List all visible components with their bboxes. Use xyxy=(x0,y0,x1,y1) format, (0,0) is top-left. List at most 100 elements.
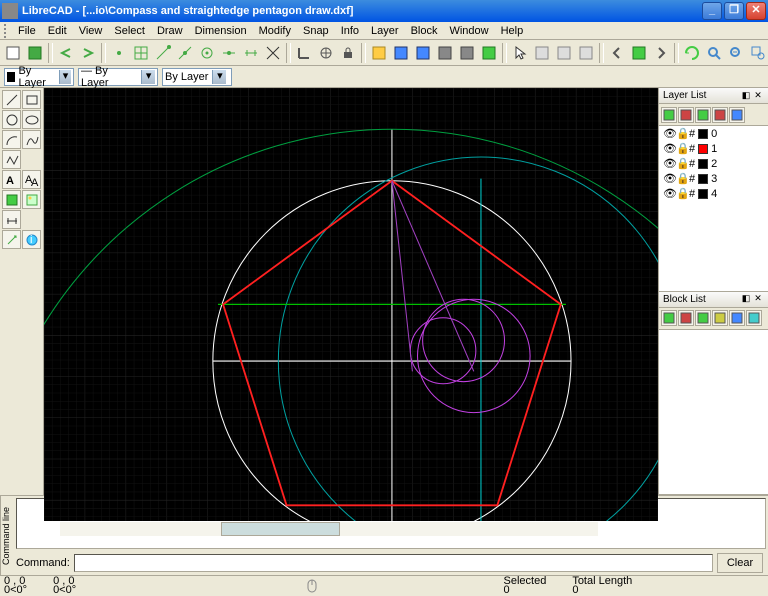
ortho-icon[interactable] xyxy=(293,42,315,64)
eye-icon[interactable]: 👁 xyxy=(663,127,673,140)
layer-row[interactable]: 👁 🔒 # 1 xyxy=(659,141,768,156)
menu-dimension[interactable]: Dimension xyxy=(189,24,253,38)
spline-icon[interactable] xyxy=(22,130,41,149)
menubar-handle-icon[interactable] xyxy=(4,24,10,38)
hatch-icon[interactable] xyxy=(2,190,21,209)
snap-center-icon[interactable] xyxy=(196,42,218,64)
arc-icon[interactable] xyxy=(2,130,21,149)
menu-window[interactable]: Window xyxy=(443,24,494,38)
modify-icon[interactable] xyxy=(2,230,21,249)
pointer-icon[interactable] xyxy=(509,42,531,64)
info-icon[interactable]: i xyxy=(22,230,41,249)
menu-help[interactable]: Help xyxy=(495,24,530,38)
snap-end-icon[interactable] xyxy=(152,42,174,64)
eye-icon[interactable]: 👁 xyxy=(663,172,673,185)
print-button[interactable] xyxy=(434,42,456,64)
snap-on-icon[interactable] xyxy=(174,42,196,64)
copy-icon[interactable] xyxy=(553,42,575,64)
snap-mid-icon[interactable] xyxy=(218,42,240,64)
grid-button[interactable] xyxy=(24,42,46,64)
show-all-button[interactable] xyxy=(661,310,677,326)
ellipse-icon[interactable] xyxy=(22,110,41,129)
snap-free-icon[interactable] xyxy=(108,42,130,64)
close-panel-icon[interactable]: ✕ xyxy=(752,293,764,305)
menu-layer[interactable]: Layer xyxy=(365,24,405,38)
zoom-auto-icon[interactable] xyxy=(703,42,725,64)
snap-inter-icon[interactable] xyxy=(262,42,284,64)
edit-block-button[interactable] xyxy=(729,310,745,326)
remove-layer-button[interactable] xyxy=(712,107,728,123)
close-panel-icon[interactable]: ✕ xyxy=(752,90,764,102)
linetype-combo[interactable]: By Layer ▾ xyxy=(162,68,232,86)
eye-icon[interactable]: 👁 xyxy=(663,142,673,155)
menu-view[interactable]: View xyxy=(73,24,109,38)
add-layer-button[interactable] xyxy=(695,107,711,123)
deselect-icon[interactable] xyxy=(531,42,553,64)
undo-button[interactable] xyxy=(55,42,77,64)
maximize-button[interactable]: ❐ xyxy=(724,2,744,20)
add-block-button[interactable] xyxy=(695,310,711,326)
command-input[interactable] xyxy=(74,554,713,572)
rect-icon[interactable] xyxy=(22,90,41,109)
undock-icon[interactable]: ◧ xyxy=(740,293,752,305)
lock-relzero-icon[interactable] xyxy=(337,42,359,64)
menu-draw[interactable]: Draw xyxy=(151,24,189,38)
layer-row[interactable]: 👁 🔒 # 4 xyxy=(659,186,768,201)
saveas-button[interactable] xyxy=(412,42,434,64)
hide-all-button[interactable] xyxy=(678,310,694,326)
menu-file[interactable]: File xyxy=(12,24,42,38)
layer-row[interactable]: 👁 🔒 # 2 xyxy=(659,156,768,171)
window-icon[interactable] xyxy=(628,42,650,64)
tab-fwd-icon[interactable] xyxy=(650,42,672,64)
undock-icon[interactable]: ◧ xyxy=(740,90,752,102)
tab-back-icon[interactable] xyxy=(606,42,628,64)
layer-row[interactable]: 👁 🔒 # 0 xyxy=(659,126,768,141)
menu-info[interactable]: Info xyxy=(335,24,365,38)
save-button[interactable] xyxy=(390,42,412,64)
edit-layer-button[interactable] xyxy=(729,107,745,123)
block-list[interactable] xyxy=(659,330,768,495)
hide-all-button[interactable] xyxy=(678,107,694,123)
block-panel-header[interactable]: Block List ◧ ✕ xyxy=(659,292,768,308)
circle-icon[interactable] xyxy=(2,110,21,129)
new-button[interactable] xyxy=(2,42,24,64)
lock-icon[interactable]: 🔒 xyxy=(676,127,686,140)
polyline-icon[interactable] xyxy=(2,150,21,169)
relzero-icon[interactable] xyxy=(315,42,337,64)
remove-block-button[interactable] xyxy=(712,310,728,326)
snap-grid-icon[interactable] xyxy=(130,42,152,64)
eye-icon[interactable]: 👁 xyxy=(663,187,673,200)
layer-list[interactable]: 👁 🔒 # 0👁 🔒 # 1👁 🔒 # 2👁 🔒 # 3👁 🔒 # 4 xyxy=(659,126,768,291)
zoom-prev-icon[interactable] xyxy=(725,42,747,64)
menu-block[interactable]: Block xyxy=(405,24,444,38)
menu-edit[interactable]: Edit xyxy=(42,24,73,38)
text-icon[interactable]: A xyxy=(2,170,21,189)
layer-row[interactable]: 👁 🔒 # 3 xyxy=(659,171,768,186)
layer-panel-header[interactable]: Layer List ◧ ✕ xyxy=(659,88,768,104)
snap-dist-icon[interactable] xyxy=(240,42,262,64)
menu-select[interactable]: Select xyxy=(108,24,151,38)
insert-block-button[interactable] xyxy=(746,310,762,326)
lock-icon[interactable]: 🔒 xyxy=(676,142,686,155)
drawing-canvas[interactable] xyxy=(44,88,658,521)
close-button[interactable]: ✕ xyxy=(746,2,766,20)
horizontal-scrollbar[interactable]: ◄ ► 10 / 100 xyxy=(44,521,658,536)
zoom-redraw-icon[interactable] xyxy=(681,42,703,64)
width-combo[interactable]: — By Layer ▾ xyxy=(78,68,158,86)
open-button[interactable] xyxy=(368,42,390,64)
redo-button[interactable] xyxy=(77,42,99,64)
paste-icon[interactable] xyxy=(575,42,597,64)
menu-modify[interactable]: Modify xyxy=(253,24,297,38)
menu-snap[interactable]: Snap xyxy=(297,24,335,38)
line-icon[interactable] xyxy=(2,90,21,109)
eye-icon[interactable]: 👁 xyxy=(663,157,673,170)
lock-icon[interactable]: 🔒 xyxy=(676,172,686,185)
lock-icon[interactable]: 🔒 xyxy=(676,157,686,170)
image-icon[interactable] xyxy=(22,190,41,209)
clear-button[interactable]: Clear xyxy=(717,553,763,573)
show-all-button[interactable] xyxy=(661,107,677,123)
minimize-button[interactable]: _ xyxy=(702,2,722,20)
export-button[interactable] xyxy=(478,42,500,64)
mtext-icon[interactable]: AA xyxy=(22,170,41,189)
lock-icon[interactable]: 🔒 xyxy=(676,187,686,200)
